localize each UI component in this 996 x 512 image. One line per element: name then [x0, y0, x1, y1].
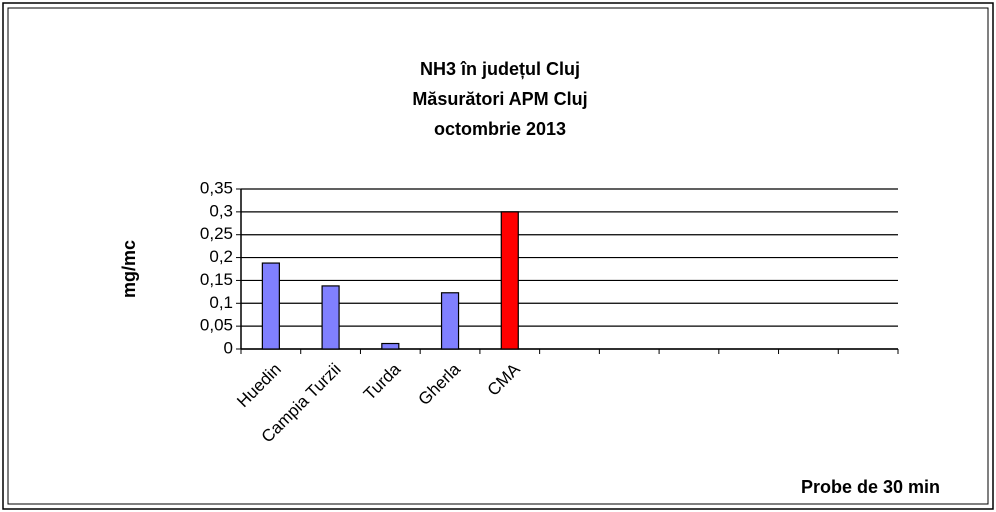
x-tick-label: Gherla — [415, 359, 465, 409]
y-tick-label: 0,3 — [209, 201, 233, 220]
y-tick-label: 0,25 — [200, 224, 233, 243]
x-axis-label: Probe de 30 min — [801, 477, 940, 497]
bar — [381, 342, 400, 350]
x-tick-label: Huedin — [233, 360, 285, 412]
x-tick-label: CMA — [484, 359, 525, 400]
y-axis-label: mg/mc — [119, 240, 139, 298]
y-tick-label: 0,35 — [200, 178, 233, 197]
inner-frame — [7, 7, 989, 505]
y-tick-label: 0,05 — [200, 316, 233, 335]
chart-title: octombrie 2013 — [434, 119, 566, 139]
y-tick-label: 0 — [224, 338, 233, 357]
chart-title: Măsurători APM Cluj — [412, 89, 587, 109]
y-tick-label: 0,1 — [209, 293, 233, 312]
y-tick-label: 0,15 — [200, 270, 233, 289]
bar — [500, 211, 519, 350]
bar — [321, 285, 340, 350]
y-tick-label: 0,2 — [209, 247, 233, 266]
chart-title: NH3 în județul Cluj — [420, 59, 580, 79]
x-tick-label: Turda — [360, 359, 405, 404]
bar — [261, 262, 280, 350]
bar — [440, 292, 460, 350]
